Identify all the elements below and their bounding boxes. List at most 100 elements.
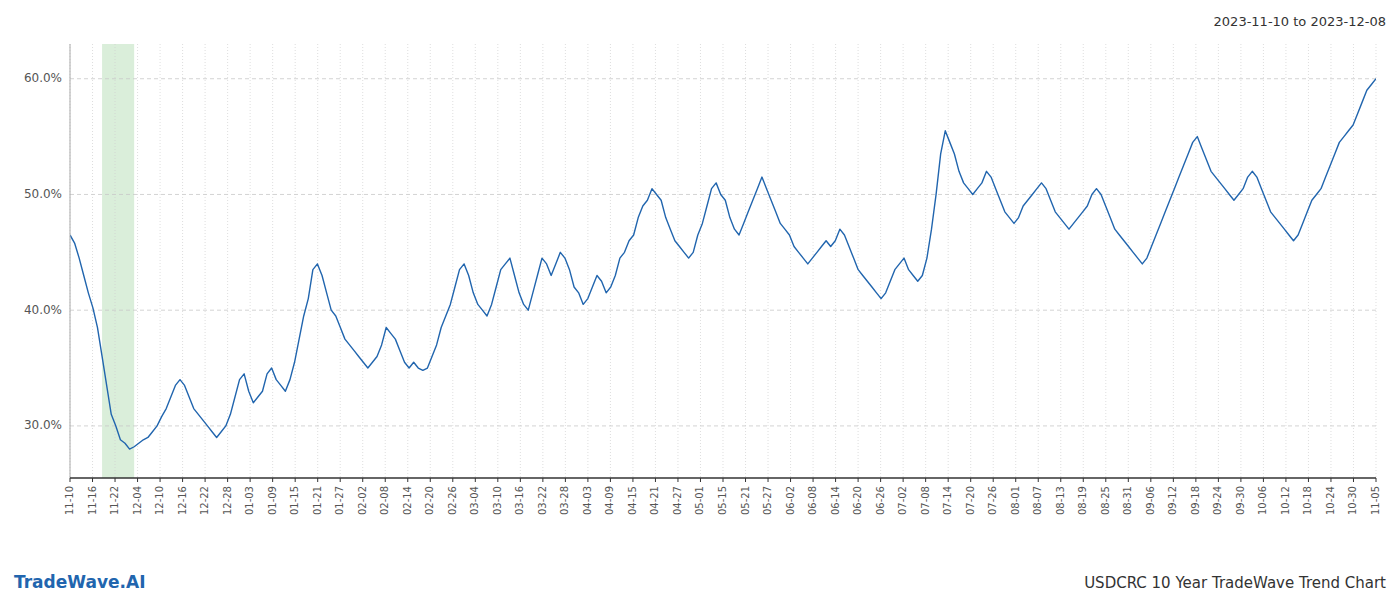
x-grid-line [880, 44, 881, 478]
x-grid-line [227, 44, 228, 478]
x-tick-label: 12-10 [154, 486, 165, 515]
x-grid-line [92, 44, 93, 478]
x-grid-line [250, 44, 251, 478]
x-tick [205, 478, 206, 482]
x-tick [70, 478, 71, 482]
x-grid-line [137, 44, 138, 478]
x-grid-line [385, 44, 386, 478]
x-tick [137, 478, 138, 482]
x-tick [317, 478, 318, 482]
x-tick-label: 12-22 [199, 486, 210, 515]
x-grid-line [1330, 44, 1331, 478]
x-grid-line [970, 44, 971, 478]
x-grid-line [768, 44, 769, 478]
x-tick [723, 478, 724, 482]
x-grid-line [723, 44, 724, 478]
subtitle: 2023-11-10 to 2023-12-08 [1214, 14, 1386, 29]
x-tick [1285, 478, 1286, 482]
x-tick-label: 09-24 [1212, 486, 1223, 515]
x-tick-label: 03-28 [559, 486, 570, 515]
x-tick [655, 478, 656, 482]
x-tick [182, 478, 183, 482]
x-tick-label: 08-19 [1077, 486, 1088, 515]
y-tick-label: 30.0% [24, 418, 62, 432]
x-grid-line [160, 44, 161, 478]
x-tick-label: 03-04 [469, 486, 480, 515]
x-tick [1308, 478, 1309, 482]
x-grid-line [182, 44, 183, 478]
x-tick-label: 02-14 [402, 486, 413, 515]
x-grid-line [1015, 44, 1016, 478]
x-tick [160, 478, 161, 482]
x-tick [1128, 478, 1129, 482]
x-tick-label: 06-02 [785, 486, 796, 515]
trend-line [70, 79, 1376, 449]
x-tick-label: 04-27 [672, 486, 683, 515]
x-tick-label: 07-26 [987, 486, 998, 515]
x-grid-line [452, 44, 453, 478]
x-grid-line [632, 44, 633, 478]
x-tick [227, 478, 228, 482]
x-tick [272, 478, 273, 482]
x-tick [520, 478, 521, 482]
x-tick-label: 01-15 [289, 486, 300, 515]
y-tick-label: 40.0% [24, 303, 62, 317]
x-tick-label: 11-05 [1370, 486, 1381, 515]
x-tick [1263, 478, 1264, 482]
x-grid-line [587, 44, 588, 478]
x-tick-label: 01-09 [267, 486, 278, 515]
x-tick-label: 09-30 [1235, 486, 1246, 515]
x-tick-label: 07-02 [897, 486, 908, 515]
brand-annotation: TradeWave.AI [14, 572, 145, 592]
x-tick-label: 12-04 [132, 486, 143, 515]
x-grid-line [813, 44, 814, 478]
x-grid-line [993, 44, 994, 478]
series-layer [70, 79, 1376, 449]
x-grid-line [1308, 44, 1309, 478]
x-grid-line [1128, 44, 1129, 478]
x-tick-label: 05-27 [762, 486, 773, 515]
y-grid-line [70, 310, 1376, 311]
x-grid-line [858, 44, 859, 478]
x-tick [880, 478, 881, 482]
x-grid-line [1285, 44, 1286, 478]
x-tick-label: 08-31 [1122, 486, 1133, 515]
x-tick-label: 08-01 [1010, 486, 1021, 515]
y-tick-label: 50.0% [24, 187, 62, 201]
x-tick-label: 06-26 [875, 486, 886, 515]
x-tick [768, 478, 769, 482]
x-tick-label: 09-12 [1167, 486, 1178, 515]
x-tick-label: 01-27 [334, 486, 345, 515]
x-tick-label: 02-08 [379, 486, 390, 515]
x-tick [948, 478, 949, 482]
x-tick [430, 478, 431, 482]
x-grid-line [835, 44, 836, 478]
x-tick [1353, 478, 1354, 482]
x-tick-label: 07-20 [965, 486, 976, 515]
x-tick [475, 478, 476, 482]
x-grid-line [700, 44, 701, 478]
x-tick [903, 478, 904, 482]
x-grid-line [497, 44, 498, 478]
x-tick-label: 10-18 [1302, 486, 1313, 515]
x-tick-label: 06-20 [852, 486, 863, 515]
x-tick-label: 04-15 [627, 486, 638, 515]
x-tick [1150, 478, 1151, 482]
x-grid-line [655, 44, 656, 478]
x-tick [542, 478, 543, 482]
x-grid-line [430, 44, 431, 478]
x-grid-line [903, 44, 904, 478]
chart: 30.0%40.0%50.0%60.0%11-1011-1611-2212-04… [0, 0, 1400, 600]
x-tick [587, 478, 588, 482]
grid [70, 44, 1376, 478]
highlight-layer [102, 44, 134, 478]
x-grid-line [115, 44, 116, 478]
x-tick [1105, 478, 1106, 482]
x-tick-label: 08-07 [1032, 486, 1043, 515]
x-grid-line [1083, 44, 1084, 478]
x-tick-label: 03-22 [537, 486, 548, 515]
x-tick-label: 05-15 [717, 486, 728, 515]
x-tick-label: 10-30 [1347, 486, 1358, 515]
x-tick-label: 01-03 [244, 486, 255, 515]
x-tick-label: 09-18 [1190, 486, 1201, 515]
